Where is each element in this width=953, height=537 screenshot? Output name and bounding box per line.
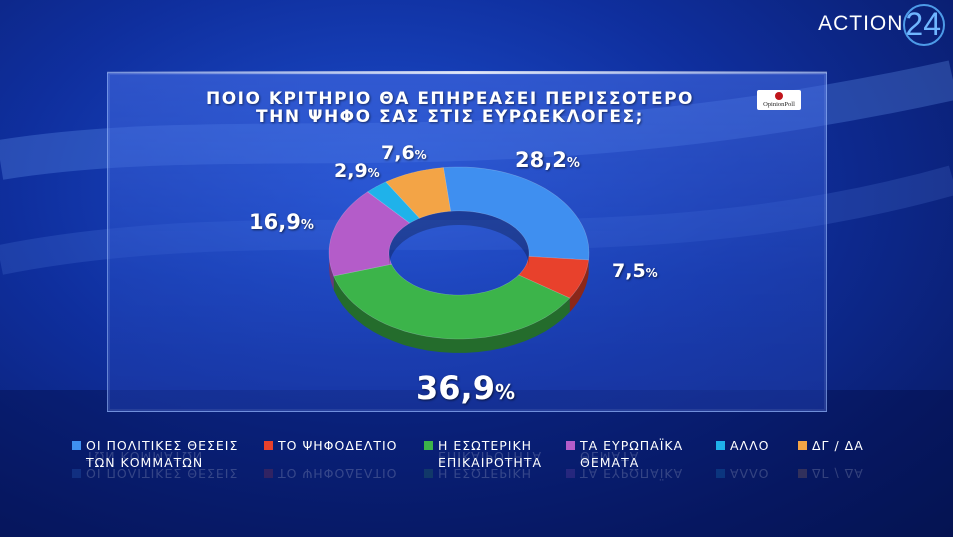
chart-title-line-2: ΤΗΝ ΨΗΦΟ ΣΑΣ ΣΤΙΣ ΕΥΡΩΕΚΛΟΓΕΣ; — [256, 107, 644, 127]
legend-label-4: ΑΛΛΟ — [730, 437, 770, 454]
data-label-value-5: 7,6 — [381, 142, 415, 164]
legend-reflection-item-2: Η ΕΣΩΤΕΡΙΚΗ ΕΠΙΚΑΙΡΟΤΗΤΑ — [424, 448, 554, 482]
legend-reflection-label-0-line-1: ΤΩΝ ΚΟΜΜΑΤΩΝ — [86, 449, 204, 464]
legend-reflection-swatch-3 — [566, 469, 575, 478]
brand-ring-icon — [903, 3, 945, 46]
legend-swatch-1 — [264, 441, 273, 450]
data-label-value-0: 28,2 — [515, 148, 567, 172]
legend-label-2-line-1: ΕΠΙΚΑΙΡΟΤΗΤΑ — [438, 455, 543, 470]
legend-reflection-swatch-4 — [716, 469, 725, 478]
data-label-value-2: 36,9 — [416, 369, 495, 407]
legend-reflection-label-3: ΤΑ ΕΥΡΩΠΑΪΚΑ ΘΕΜΑΤΑ — [580, 448, 683, 482]
legend-label-1: ΤΟ ΨΗΦΟΔΕΛΤΙΟ — [278, 437, 398, 454]
chart-title-line-1: ΠΟΙΟ ΚΡΙΤΗΡΙΟ ΘΑ ΕΠΗΡΕΑΣΕΙ ΠΕΡΙΣΣΟΤΕΡΟ — [205, 89, 695, 109]
brand-logo: ACTION 24 — [818, 3, 945, 46]
legend-swatch-4 — [716, 441, 725, 450]
legend-item-0: ΟΙ ΠΟΛΙΤΙΚΕΣ ΘΕΣΕΙΣ ΤΩΝ ΚΟΜΜΑΤΩΝ — [72, 437, 252, 471]
data-label-suffix-2: % — [495, 380, 515, 404]
legend-reflection-label-5: ΔΓ / ΔΑ — [812, 465, 864, 482]
legend-reflection-label-0-line-0: ΟΙ ΠΟΛΙΤΙΚΕΣ ΘΕΣΕΙΣ — [86, 466, 239, 481]
data-label-suffix-5: % — [415, 148, 427, 162]
legend-label-3: ΤΑ ΕΥΡΩΠΑΪΚΑ ΘΕΜΑΤΑ — [580, 437, 683, 471]
data-label-4: 2,9% — [334, 160, 380, 182]
legend-label-4-line-0: ΑΛΛΟ — [730, 438, 770, 453]
legend-label-1-line-0: ΤΟ ΨΗΦΟΔΕΛΤΙΟ — [278, 438, 398, 453]
chart-legend: ΟΙ ΠΟΛΙΤΙΚΕΣ ΘΕΣΕΙΣ ΤΩΝ ΚΟΜΜΑΤΩΝ ΤΟ ΨΗΦΟΔΕ… — [72, 437, 900, 471]
legend-reflection-label-3-line-0: ΤΑ ΕΥΡΩΠΑΪΚΑ — [580, 466, 684, 481]
legend-reflection: ΟΙ ΠΟΛΙΤΙΚΕΣ ΘΕΣΕΙΣ ΤΩΝ ΚΟΜΜΑΤΩΝ ΤΟ ΨΗΦΟΔΕ… — [72, 448, 900, 482]
data-label-5: 7,6% — [381, 142, 427, 164]
data-label-suffix-0: % — [567, 156, 580, 171]
data-label-0: 28,2% — [515, 148, 580, 172]
legend-reflection-swatch-0 — [72, 469, 81, 478]
legend-reflection-item-3: ΤΑ ΕΥΡΩΠΑΪΚΑ ΘΕΜΑΤΑ — [566, 448, 704, 482]
chart-panel — [107, 72, 827, 412]
legend-swatch-3 — [566, 441, 575, 450]
legend-reflection-label-2-line-0: Η ΕΣΩΤΕΡΙΚΗ — [438, 466, 533, 481]
legend-reflection-item-1: ΤΟ ΨΗΦΟΔΕΛΤΙΟ — [264, 448, 412, 482]
legend-reflection-swatch-2 — [424, 469, 433, 478]
legend-reflection-label-2-line-1: ΕΠΙΚΑΙΡΟΤΗΤΑ — [438, 449, 543, 464]
opinion-poll-logo: OpinionPoll — [757, 90, 801, 110]
legend-reflection-label-4: ΑΛΛΟ — [730, 465, 770, 482]
opinion-poll-dot-icon — [775, 92, 783, 100]
legend-item-3: ΤΑ ΕΥΡΩΠΑΪΚΑ ΘΕΜΑΤΑ — [566, 437, 704, 471]
legend-swatch-2 — [424, 441, 433, 450]
legend-reflection-item-5: ΔΓ / ΔΑ — [798, 448, 888, 482]
legend-reflection-label-1: ΤΟ ΨΗΦΟΔΕΛΤΙΟ — [278, 465, 398, 482]
data-label-suffix-4: % — [368, 166, 380, 180]
brand-text: ACTION — [818, 12, 904, 35]
chart-title: ΠΟΙΟ ΚΡΙΤΗΡΙΟ ΘΑ ΕΠΗΡΕΑΣΕΙ ΠΕΡΙΣΣΟΤΕΡΟ Τ… — [170, 90, 730, 126]
data-label-value-4: 2,9 — [334, 160, 368, 182]
legend-label-0-line-0: ΟΙ ΠΟΛΙΤΙΚΕΣ ΘΕΣΕΙΣ — [86, 438, 239, 453]
legend-reflection-swatch-5 — [798, 469, 807, 478]
legend-swatch-5 — [798, 441, 807, 450]
legend-label-2-line-0: Η ΕΣΩΤΕΡΙΚΗ — [438, 438, 533, 453]
legend-reflection-label-1-line-0: ΤΟ ΨΗΦΟΔΕΛΤΙΟ — [278, 466, 398, 481]
data-label-3: 16,9% — [249, 210, 314, 234]
brand-number: 24 — [903, 3, 945, 46]
legend-label-3-line-0: ΤΑ ΕΥΡΩΠΑΪΚΑ — [580, 438, 684, 453]
legend-reflection-label-2: Η ΕΣΩΤΕΡΙΚΗ ΕΠΙΚΑΙΡΟΤΗΤΑ — [438, 448, 542, 482]
slice-side-2 — [333, 276, 570, 353]
legend-swatch-0 — [72, 441, 81, 450]
legend-label-5-line-0: ΔΓ / ΔΑ — [812, 438, 864, 453]
panel-highlight — [107, 71, 827, 74]
legend-reflection-label-0: ΟΙ ΠΟΛΙΤΙΚΕΣ ΘΕΣΕΙΣ ΤΩΝ ΚΟΜΜΑΤΩΝ — [86, 448, 238, 482]
legend-label-0-line-1: ΤΩΝ ΚΟΜΜΑΤΩΝ — [86, 455, 204, 470]
data-label-suffix-1: % — [646, 266, 658, 280]
slice-5 — [385, 167, 451, 219]
slice-side-1 — [569, 260, 589, 313]
data-label-2: 36,9% — [416, 369, 515, 407]
legend-reflection-label-4-line-0: ΑΛΛΟ — [730, 466, 770, 481]
legend-reflection-label-5-line-0: ΔΓ / ΔΑ — [812, 466, 864, 481]
legend-reflection-label-3-line-1: ΘΕΜΑΤΑ — [580, 449, 640, 464]
donut-hole-wall — [389, 211, 529, 267]
legend-item-5: ΔΓ / ΔΑ — [798, 437, 888, 471]
legend-item-4: ΑΛΛΟ — [716, 437, 786, 471]
data-label-suffix-3: % — [301, 218, 314, 233]
legend-label-2: Η ΕΣΩΤΕΡΙΚΗ ΕΠΙΚΑΙΡΟΤΗΤΑ — [438, 437, 542, 471]
legend-label-3-line-1: ΘΕΜΑΤΑ — [580, 455, 640, 470]
legend-item-1: ΤΟ ΨΗΦΟΔΕΛΤΙΟ — [264, 437, 412, 471]
legend-item-2: Η ΕΣΩΤΕΡΙΚΗ ΕΠΙΚΑΙΡΟΤΗΤΑ — [424, 437, 554, 471]
legend-label-5: ΔΓ / ΔΑ — [812, 437, 864, 454]
data-label-1: 7,5% — [612, 260, 658, 282]
opinion-poll-text: OpinionPoll — [763, 101, 795, 108]
legend-reflection-item-4: ΑΛΛΟ — [716, 448, 786, 482]
data-label-value-3: 16,9 — [249, 210, 301, 234]
legend-label-0: ΟΙ ΠΟΛΙΤΙΚΕΣ ΘΕΣΕΙΣ ΤΩΝ ΚΟΜΜΑΤΩΝ — [86, 437, 238, 471]
legend-reflection-swatch-1 — [264, 469, 273, 478]
data-label-value-1: 7,5 — [612, 260, 646, 282]
legend-reflection-item-0: ΟΙ ΠΟΛΙΤΙΚΕΣ ΘΕΣΕΙΣ ΤΩΝ ΚΟΜΜΑΤΩΝ — [72, 448, 252, 482]
